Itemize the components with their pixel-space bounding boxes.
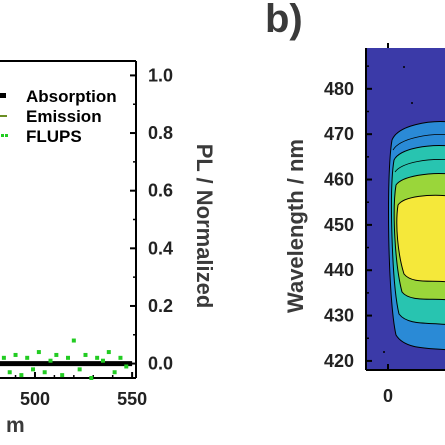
flups-point (7, 370, 12, 375)
flups-point (71, 338, 76, 343)
y-tick-label: 460 (324, 170, 354, 190)
heatmap-noise-dot (403, 66, 405, 68)
panel-a-x-ticks: 500 550 (14, 372, 147, 409)
panel-b-x-ticks: 0 (383, 43, 393, 406)
panel-a-y2-axis-label: PL / Normalized (192, 144, 217, 309)
flups-point (118, 355, 123, 360)
y-tick-label: 470 (324, 124, 354, 144)
x-tick-label: 500 (20, 389, 50, 409)
panel-a-y2-ticks: 0.0 0.2 0.4 0.6 0.8 1.0 (130, 65, 173, 374)
legend-flups-swatch (1, 134, 4, 137)
flups-point (106, 350, 111, 355)
flups-point (48, 358, 53, 363)
flups-point (1, 355, 6, 360)
flups-point (112, 370, 117, 375)
flups-point (89, 376, 94, 380)
panel-b-y-ticks: 420 430 440 450 460 470 480 (324, 65, 372, 371)
y-tick-label: 440 (324, 260, 354, 280)
heatmap-noise-dot (383, 351, 385, 353)
legend-label: Absorption (26, 87, 117, 106)
panel-b-y-axis-label: Wavelength / nm (283, 139, 308, 313)
flups-point (36, 350, 41, 355)
flups-point (77, 367, 82, 372)
flups-point (83, 352, 88, 357)
flups-point (60, 373, 65, 378)
panel-a-series (0, 338, 133, 380)
panel-b-heatmap-area (366, 48, 445, 370)
flups-point (124, 364, 129, 369)
flups-point (42, 370, 47, 375)
flups-point (25, 355, 30, 360)
heatmap-contour-level-4 (396, 194, 445, 283)
y-tick-label: 430 (324, 306, 354, 326)
flups-point (13, 352, 18, 357)
panel-b-label: b) (265, 0, 303, 41)
flups-point (19, 373, 24, 378)
y2-tick-label: 0.4 (148, 238, 173, 258)
x-tick-label: 550 (117, 389, 147, 409)
y2-tick-label: 0.0 (148, 354, 173, 374)
y2-tick-label: 0.6 (148, 181, 173, 201)
legend-label: FLUPS (26, 127, 82, 146)
panel-b-heatmap: b) 420 430 440 450 460 470 480 0 Wavelength / … (265, 0, 445, 406)
panel-a-emission-chart: 0.0 0.2 0.4 0.6 0.8 1.0 500 550 AbsorptionEmis… (0, 60, 217, 437)
x-tick-label: 0 (383, 386, 393, 406)
flups-point (54, 352, 59, 357)
y-tick-label: 450 (324, 215, 354, 235)
y2-tick-label: 0.2 (148, 296, 173, 316)
y-tick-label: 420 (324, 351, 354, 371)
flups-point (95, 355, 100, 360)
heatmap-noise-dot (411, 102, 413, 104)
flups-point (100, 358, 105, 363)
flups-point (31, 367, 36, 372)
legend-absorption-swatch (0, 93, 6, 98)
y-tick-label: 480 (324, 79, 354, 99)
flups-point (66, 355, 70, 360)
legend-label: Emission (26, 107, 102, 126)
y2-tick-label: 0.8 (148, 123, 173, 143)
legend-flups-swatch (5, 134, 8, 137)
panel-a-x-axis-label: m (6, 414, 25, 437)
y2-tick-label: 1.0 (148, 65, 173, 85)
